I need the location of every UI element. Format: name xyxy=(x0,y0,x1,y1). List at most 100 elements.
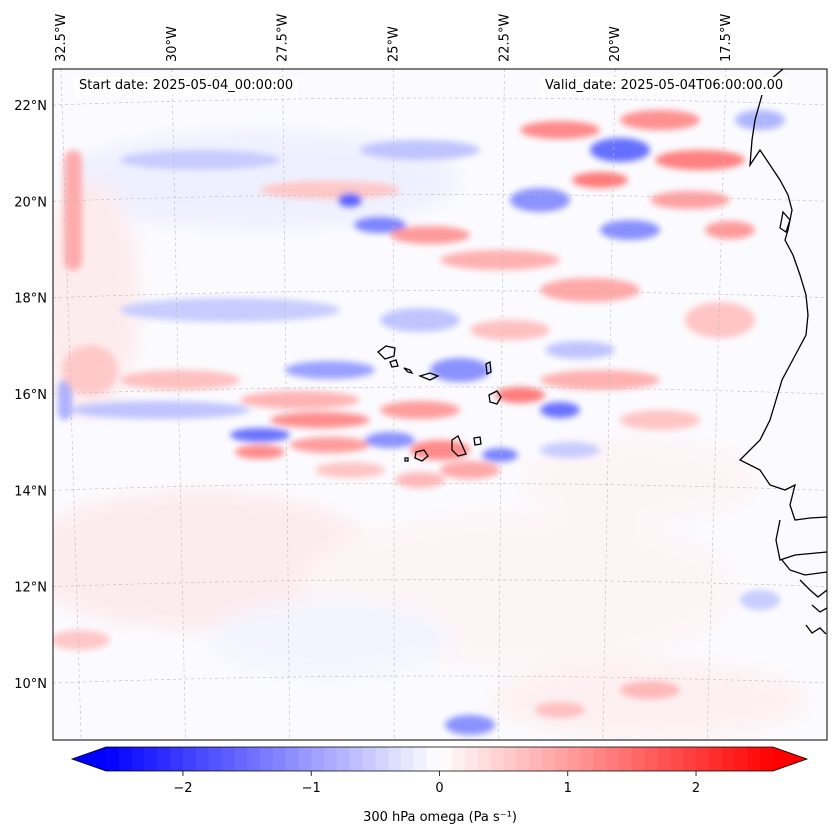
colorbar-cell xyxy=(516,747,530,771)
colorbar-cell xyxy=(542,747,556,771)
colorbar-cell xyxy=(401,747,415,771)
coastlines xyxy=(377,69,827,635)
colorbar-tick-label: −1 xyxy=(302,781,321,796)
latitude-labels: 22°N 20°N 18°N 16°N 14°N 12°N 10°N xyxy=(14,99,47,692)
colorbar-cell xyxy=(747,747,761,771)
island-brava xyxy=(404,457,409,462)
colorbar-cell xyxy=(567,747,582,771)
colorbar-cell xyxy=(554,747,569,771)
colorbar-cell xyxy=(195,747,210,771)
longitude-tick-label: 17.5°W xyxy=(719,14,734,62)
colorbar-cell xyxy=(157,747,171,771)
coast-lower xyxy=(781,559,827,576)
meridian-line xyxy=(60,69,82,740)
colorbar-cell xyxy=(760,747,774,771)
parallel-line xyxy=(53,290,827,298)
island-sao-vicente xyxy=(389,359,399,368)
latitude-tick-label: 14°N xyxy=(14,484,47,499)
meridian-line xyxy=(602,69,616,740)
colorbar-cell xyxy=(106,747,120,771)
island-maio xyxy=(473,436,482,446)
colorbar-cell xyxy=(529,747,543,771)
coast-north-inlet xyxy=(779,210,791,234)
colorbar-cell xyxy=(298,747,312,771)
colorbar-cell xyxy=(285,747,300,771)
latitude-tick-label: 22°N xyxy=(14,99,47,114)
colorbar-cell xyxy=(362,747,376,771)
colorbar-label: 300 hPa omega (Pa s⁻¹) xyxy=(363,810,517,825)
colorbar-cell xyxy=(272,747,287,771)
longitude-tick-label: 32.5°W xyxy=(54,14,69,62)
longitude-tick-label: 22.5°W xyxy=(497,14,512,62)
colorbar-cell xyxy=(439,747,453,771)
longitude-tick-label: 27.5°W xyxy=(276,14,291,62)
latitude-tick-label: 12°N xyxy=(14,581,47,596)
island-sal xyxy=(485,360,492,376)
colorbar-cell xyxy=(388,747,402,771)
valid-date-label: Valid_date: 2025-05-04T06:00:00.00 xyxy=(540,77,789,95)
colorbar-cell xyxy=(118,747,133,771)
colorbar-cell xyxy=(644,747,659,771)
latitude-tick-label: 20°N xyxy=(14,195,47,210)
parallel-line xyxy=(53,579,827,587)
colorbar-cell xyxy=(490,747,505,771)
colorbar-cell xyxy=(413,747,428,771)
map-frame xyxy=(52,68,828,741)
longitude-tick-label: 30°W xyxy=(165,26,180,62)
colorbar-cell xyxy=(696,747,710,771)
colorbar-cell xyxy=(631,747,646,771)
island-santo-antao xyxy=(377,345,396,360)
colorbar-cell xyxy=(708,747,723,771)
colorbar-extend-low xyxy=(72,747,106,771)
colorbar-cell xyxy=(477,747,492,771)
colorbar-tick-label: −2 xyxy=(173,781,192,796)
colorbar-cell xyxy=(247,747,261,771)
colorbar-cell xyxy=(208,747,223,771)
colorbar-cell xyxy=(182,747,197,771)
colorbar-cell xyxy=(580,747,595,771)
colorbar-cell xyxy=(452,747,466,771)
parallel-line xyxy=(53,483,827,491)
colorbar-cell xyxy=(670,747,684,771)
island-sao-nicolau xyxy=(403,367,414,375)
meridian-line xyxy=(393,69,395,740)
colorbar-extend-high xyxy=(773,747,807,771)
map-gridlines xyxy=(53,69,827,740)
colorbar-cell xyxy=(657,747,671,771)
colorbar-cell xyxy=(375,747,389,771)
latitude-tick-label: 16°N xyxy=(14,388,47,403)
parallel-line xyxy=(53,97,827,106)
colorbar-outline xyxy=(70,746,809,772)
meridian-line xyxy=(171,69,186,740)
start-date-label: Start date: 2025-05-04_00:00:00 xyxy=(74,77,299,95)
colorbar-tick-label: 2 xyxy=(692,781,700,796)
longitude-tick-label: 20°W xyxy=(608,26,623,62)
colorbar-cell xyxy=(465,747,479,771)
island-boa-vista xyxy=(488,390,502,405)
colorbar-cell xyxy=(324,747,338,771)
colorbar-cell xyxy=(131,747,146,771)
colorbar-cells xyxy=(106,747,774,771)
colorbar-cell xyxy=(144,747,158,771)
colorbar: −2 −1 0 1 2 300 hPa omega (Pa s⁻¹) xyxy=(70,746,809,825)
colorbar-cell xyxy=(259,747,274,771)
meridian-line xyxy=(282,69,291,740)
colorbar-tick-label: 0 xyxy=(435,781,443,796)
colorbar-cell xyxy=(336,747,351,771)
coast-islands-south xyxy=(799,579,827,635)
parallel-line xyxy=(53,386,827,395)
parallel-line xyxy=(53,194,827,202)
colorbar-cell xyxy=(170,747,184,771)
island-santiago xyxy=(451,435,467,457)
colorbar-ticks: −2 −1 0 1 2 xyxy=(173,771,700,796)
latitude-tick-label: 10°N xyxy=(14,677,47,692)
island-sao-nicolau-east xyxy=(418,372,440,381)
colorbar-cell xyxy=(503,747,518,771)
colorbar-cell xyxy=(593,747,607,771)
longitude-labels: 32.5°W 30°W 27.5°W 25°W 22.5°W 20°W 17.5°W xyxy=(54,14,734,62)
longitude-tick-label: 25°W xyxy=(387,26,402,62)
colorbar-cell xyxy=(234,747,248,771)
west-africa-coastline xyxy=(738,69,827,521)
colorbar-cell xyxy=(606,747,620,771)
